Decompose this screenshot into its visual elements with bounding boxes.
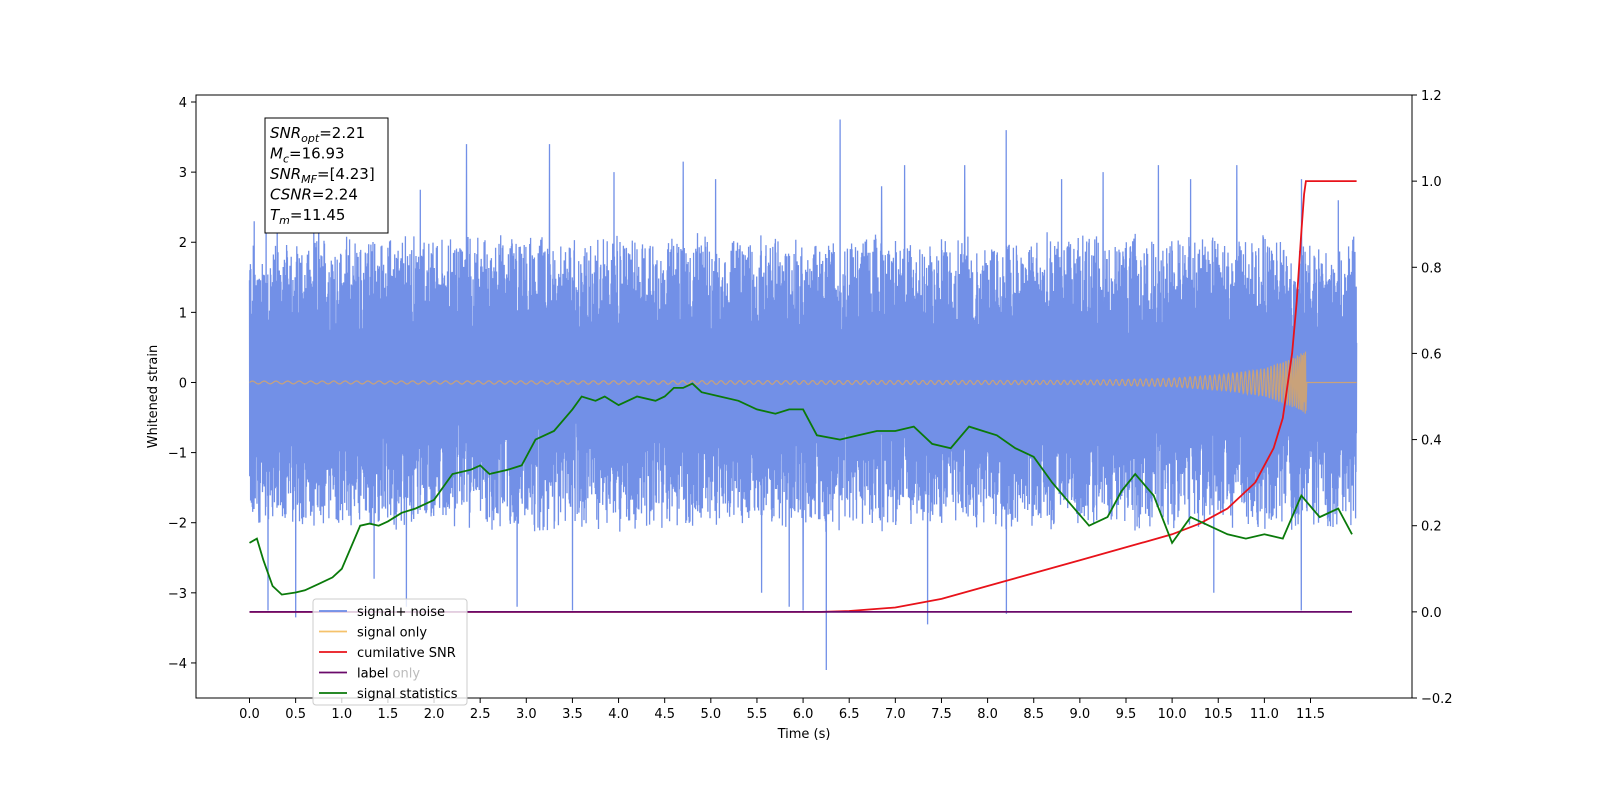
legend-label: label (357, 667, 388, 682)
x-tick-label: 5.5 (747, 707, 768, 722)
x-tick-label: 8.5 (1023, 707, 1044, 722)
x-tick-label: 10.5 (1204, 707, 1233, 722)
x-tick-label: 9.0 (1070, 707, 1091, 722)
y2-tick-label: 0.8 (1421, 261, 1442, 276)
y2-tick-label: 1.0 (1421, 175, 1442, 190)
y-tick-label: 2 (179, 236, 187, 251)
x-tick-label: 2.5 (470, 707, 491, 722)
y-axis-label: Whitened strain (146, 345, 161, 448)
y2-axis-ticks: −0.2 0.0 0.2 0.4 0.6 0.8 1.0 1.2 (1412, 89, 1453, 707)
x-tick-label: 11.5 (1296, 707, 1325, 722)
annotation-symbol: SNR (270, 124, 301, 142)
y-tick-label: −1 (168, 447, 187, 462)
legend-label-ghost: label only (357, 667, 420, 682)
axes-frame (195, 94, 1413, 699)
annotation-symbol: SNR (270, 165, 301, 183)
series-signal-noise (248, 119, 1358, 671)
y2-tick-label: 0.2 (1421, 520, 1442, 535)
x-tick-label: 6.5 (839, 707, 860, 722)
stats-annotation-box: SNRopt=2.21Mc=16.93SNRMF=[4.23]CSNR=2.24… (264, 117, 389, 234)
annotation-value: =[4.23] (317, 165, 375, 183)
plot-area (248, 119, 1358, 671)
annotation-value: =2.21 (319, 124, 365, 142)
y2-tick-label: 1.2 (1421, 89, 1442, 104)
series-signal-statistics (249, 382, 1353, 596)
x-tick-label: 11.0 (1250, 707, 1279, 722)
annotation-line: Tm=11.45 (270, 206, 345, 227)
legend-label: signal only (357, 626, 427, 641)
legend-label: signal statistics (357, 687, 458, 702)
x-tick-label: 0.5 (285, 707, 306, 722)
x-tick-label: 10.0 (1158, 707, 1187, 722)
annotation-value: =16.93 (289, 145, 345, 163)
annotation-subscript: opt (301, 132, 320, 145)
y2-tick-label: 0.0 (1421, 606, 1442, 621)
annotation-subscript: m (279, 214, 290, 227)
y-tick-label: 0 (179, 376, 187, 391)
annotation-symbol: M (270, 145, 283, 163)
y-tick-label: −4 (168, 657, 187, 672)
annotation-subscript: MF (301, 173, 317, 186)
y-tick-label: 1 (179, 306, 187, 321)
annotation-line: CSNR=2.24 (270, 186, 358, 204)
series-signal-only (249, 351, 1357, 414)
y2-tick-label: 0.4 (1421, 434, 1442, 449)
legend: label only signal+ noise signal only cumila… (312, 598, 468, 706)
x-tick-label: 9.5 (1116, 707, 1137, 722)
annotation-symbol: CSNR (270, 186, 312, 204)
x-tick-label: 7.5 (931, 707, 952, 722)
annotation-frame (264, 117, 389, 234)
annotation-value: =2.24 (312, 186, 358, 204)
y2-tick-label: 0.6 (1421, 347, 1442, 362)
x-axis-ticks: 0.0 0.5 1.0 1.5 2.0 2.5 3.0 3.5 4.0 4.5 5.0 5.5 6.0 6… (239, 698, 1325, 722)
chirp-trace (249, 351, 1357, 414)
y-axis-ticks: −4 −3 −2 −1 0 1 2 3 4 (168, 96, 196, 672)
series-line (249, 180, 1357, 613)
y-tick-label: −3 (168, 587, 187, 602)
x-tick-label: 3.0 (516, 707, 537, 722)
annotation-symbol: T (270, 206, 281, 224)
x-tick-label: 1.0 (331, 707, 352, 722)
x-tick-label: 2.0 (424, 707, 445, 722)
annotation-line: SNRMF=[4.23] (270, 165, 375, 186)
x-tick-label: 0.0 (239, 707, 260, 722)
legend-label: signal+ noise (357, 605, 445, 620)
y2-tick-label: −0.2 (1421, 692, 1453, 707)
series-cumilative-snr (249, 180, 1357, 613)
legend-frame (312, 598, 468, 706)
x-tick-label: 4.0 (608, 707, 629, 722)
x-tick-label: 6.0 (793, 707, 814, 722)
series-line (249, 382, 1353, 596)
x-tick-label: 5.0 (700, 707, 721, 722)
x-tick-label: 7.0 (885, 707, 906, 722)
y-tick-label: 3 (179, 166, 187, 181)
y-tick-label: 4 (179, 96, 187, 111)
annotation-value: =11.45 (290, 206, 346, 224)
noise-trace (248, 119, 1358, 671)
x-tick-label: 1.5 (378, 707, 399, 722)
annotation-line: SNRopt=2.21 (270, 124, 365, 145)
x-tick-label: 8.0 (977, 707, 998, 722)
annotation-line: Mc=16.93 (270, 145, 345, 166)
x-tick-label: 3.5 (562, 707, 583, 722)
legend-label: cumilative SNR (357, 646, 456, 661)
x-tick-label: 4.5 (654, 707, 675, 722)
annotation-subscript: c (283, 153, 289, 166)
x-axis-label: Time (s) (777, 727, 831, 742)
y-tick-label: −2 (168, 517, 187, 532)
